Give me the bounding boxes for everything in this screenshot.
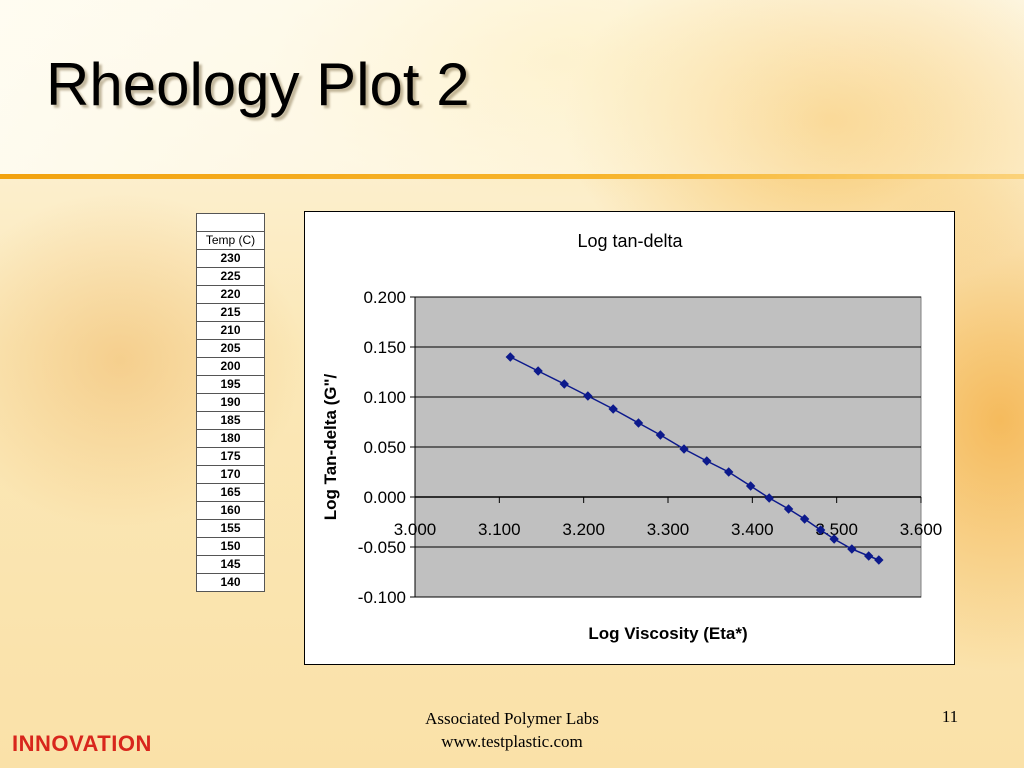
data-point bbox=[679, 444, 689, 454]
table-row: 165 bbox=[196, 483, 265, 502]
data-point bbox=[745, 481, 756, 491]
table-row: 170 bbox=[196, 465, 265, 484]
table-row: 180 bbox=[196, 429, 265, 448]
temp-cell: 205 bbox=[196, 339, 265, 358]
temp-cell: 185 bbox=[196, 411, 265, 430]
x-tick-label: 3.100 bbox=[478, 520, 521, 539]
temp-cell: 190 bbox=[196, 393, 265, 412]
data-point bbox=[655, 430, 666, 440]
y-tick-label: 0.000 bbox=[363, 488, 406, 507]
title-band bbox=[0, 0, 1024, 176]
y-tick-label: 0.150 bbox=[363, 338, 406, 357]
chart-svg: 0.200 0.150 0.100 0.050 0.000 -0.050 -0.100 3.0… bbox=[321, 231, 942, 643]
temp-cell: 170 bbox=[196, 465, 265, 484]
slide-title: Rheology Plot 2 bbox=[46, 51, 470, 118]
table-row: 150 bbox=[196, 537, 265, 556]
temp-cell: 180 bbox=[196, 429, 265, 448]
temp-cell: 160 bbox=[196, 501, 265, 520]
temp-cell: 215 bbox=[196, 303, 265, 322]
data-point bbox=[724, 467, 734, 477]
table-row: 190 bbox=[196, 393, 265, 412]
data-point bbox=[864, 551, 874, 561]
temperature-table: Temp (C) 230 225 220 215 210 205 200 195 190 185 1… bbox=[196, 213, 265, 592]
table-row: 145 bbox=[196, 555, 265, 574]
data-point bbox=[559, 379, 569, 389]
table-row: 155 bbox=[196, 519, 265, 538]
table-row: 185 bbox=[196, 411, 265, 430]
data-point bbox=[874, 555, 884, 565]
y-tick-label: -0.100 bbox=[358, 588, 406, 607]
temp-cell: 155 bbox=[196, 519, 265, 538]
temp-cell: 200 bbox=[196, 357, 265, 376]
table-row: 220 bbox=[196, 285, 265, 304]
data-point bbox=[764, 493, 774, 503]
title-divider bbox=[0, 174, 1024, 179]
tick-labels: 0.200 0.150 0.100 0.050 0.000 -0.050 -0.100 3.0… bbox=[358, 288, 942, 607]
temp-cell: 220 bbox=[196, 285, 265, 304]
temp-cell: 175 bbox=[196, 447, 265, 466]
data-point bbox=[608, 404, 618, 414]
data-point bbox=[583, 391, 593, 401]
temp-cell: 210 bbox=[196, 321, 265, 340]
table-row: 175 bbox=[196, 447, 265, 466]
table-cell bbox=[196, 213, 265, 232]
x-tick-label: 3.600 bbox=[900, 520, 943, 539]
table-row: 210 bbox=[196, 321, 265, 340]
x-tick-label: 3.200 bbox=[562, 520, 605, 539]
data-point bbox=[847, 544, 857, 554]
table-row: 195 bbox=[196, 375, 265, 394]
series-line bbox=[505, 352, 884, 565]
data-point bbox=[799, 514, 810, 524]
axes bbox=[410, 296, 922, 598]
grid-lines bbox=[415, 296, 921, 598]
temperature-table-body: Temp (C) 230 225 220 215 210 205 200 195 190 185 1… bbox=[196, 213, 265, 592]
temp-cell: 140 bbox=[196, 573, 265, 592]
y-tick-label: 0.200 bbox=[363, 288, 406, 307]
y-tick-label: 0.100 bbox=[363, 388, 406, 407]
table-row: 200 bbox=[196, 357, 265, 376]
data-point bbox=[505, 352, 516, 362]
table-row: 205 bbox=[196, 339, 265, 358]
y-axis-title: Log Tan-delta (G"/ bbox=[321, 373, 340, 520]
x-axis-title: Log Viscosity (Eta*) bbox=[588, 624, 747, 643]
table-row bbox=[196, 213, 265, 232]
table-row: 140 bbox=[196, 573, 265, 592]
temp-cell: 145 bbox=[196, 555, 265, 574]
y-tick-label: 0.050 bbox=[363, 438, 406, 457]
table-row: 225 bbox=[196, 267, 265, 286]
innovation-logo: INNOVATION bbox=[12, 731, 152, 756]
table-header-cell: Temp (C) bbox=[196, 231, 265, 250]
data-point bbox=[533, 366, 543, 376]
data-point bbox=[783, 504, 794, 514]
table-header-row: Temp (C) bbox=[196, 231, 265, 250]
x-tick-label: 3.000 bbox=[394, 520, 437, 539]
temp-cell: 195 bbox=[196, 375, 265, 394]
table-row: 215 bbox=[196, 303, 265, 322]
data-point bbox=[829, 534, 839, 544]
x-tick-label: 3.300 bbox=[647, 520, 690, 539]
temp-cell: 150 bbox=[196, 537, 265, 556]
page-number: 11 bbox=[941, 707, 959, 726]
footer-org-name: Associated Polymer Labs bbox=[425, 709, 599, 728]
table-row: 160 bbox=[196, 501, 265, 520]
data-point bbox=[702, 456, 712, 466]
footer-website: www.testplastic.com bbox=[441, 732, 583, 751]
data-point bbox=[815, 525, 826, 535]
x-tick-label: 3.400 bbox=[731, 520, 774, 539]
temp-cell: 225 bbox=[196, 267, 265, 286]
footer-organization: Associated Polymer Labs www.testplastic.… bbox=[380, 707, 644, 753]
y-tick-label: -0.050 bbox=[358, 538, 406, 557]
temp-cell: 230 bbox=[196, 249, 265, 268]
temp-cell: 165 bbox=[196, 483, 265, 502]
chart-title: Log tan-delta bbox=[577, 231, 683, 251]
table-row: 230 bbox=[196, 249, 265, 268]
data-point bbox=[633, 418, 644, 428]
